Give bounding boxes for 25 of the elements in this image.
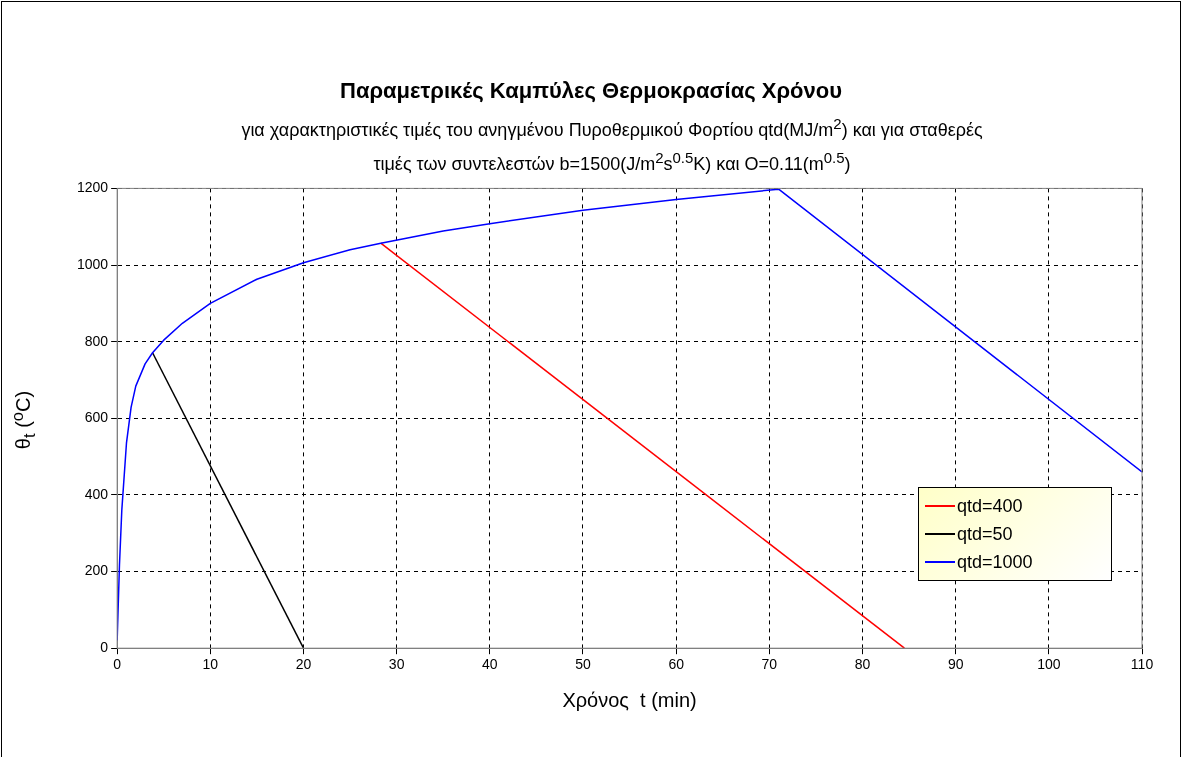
y-tick-label: 600 — [84, 409, 109, 426]
x-tick-label: 30 — [388, 656, 405, 673]
x-tick-label: 20 — [295, 656, 312, 673]
x-tick-label: 70 — [761, 656, 778, 673]
legend-label: qtd=400 — [957, 495, 1023, 517]
x-tick-label: 100 — [1037, 656, 1061, 673]
y-tick-label: 800 — [84, 332, 109, 349]
x-tick-label: 0 — [113, 656, 122, 673]
y-tick-label: 0 — [100, 639, 109, 656]
y-tick-label: 1000 — [76, 255, 109, 272]
x-tick-label: 90 — [947, 656, 964, 673]
y-tick-label: 1200 — [76, 179, 109, 196]
y-tick-label: 200 — [84, 562, 109, 579]
x-tick-label: 40 — [482, 656, 498, 673]
x-tick-label: 50 — [575, 656, 591, 673]
legend-label: qtd=50 — [957, 523, 1013, 545]
x-axis-title: Χρόνος t (min) — [562, 688, 697, 711]
legend-label: qtd=1000 — [957, 551, 1033, 573]
x-tick-label: 60 — [668, 656, 685, 673]
x-tick-label: 10 — [202, 656, 219, 673]
x-tick-label: 110 — [1130, 656, 1154, 673]
text: για χαρακτηριστικές τιμές του ανηγμένου Πυροθερμικού Φορτίου qtd(MJ/m$^{2}$) και για σταθερές τιμές των συντελεστών b=1500(J/m$^{2}$s$^{0.5}$K) και O=0.11(m$^{0.5}$) — [241, 115, 983, 174]
y-tick-label: 400 — [84, 485, 109, 502]
x-tick-label: 80 — [854, 656, 871, 673]
chart-title: Παραμετρικές Καμπύλες Θερμοκρασίας Χρόνου — [339, 78, 843, 104]
